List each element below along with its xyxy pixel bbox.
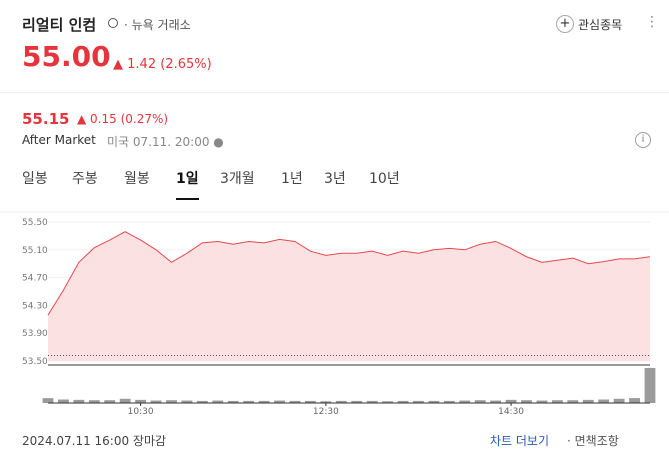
volume-bar: [335, 400, 347, 403]
disclaimer-link[interactable]: · 면책조항: [567, 434, 619, 448]
tabs: 일봉 주봉 월봉 1일 3개월 1년 3년 10년: [0, 166, 669, 202]
volume-bar: [459, 400, 471, 403]
volume-bar: [505, 399, 517, 403]
y-tick-label: 54.70: [22, 274, 48, 284]
tab[interactable]: 10년: [369, 171, 400, 187]
volume-bar: [443, 400, 455, 403]
volume-bar: [181, 400, 193, 403]
tab[interactable]: 주봉: [72, 171, 98, 187]
y-tick-label: 53.50: [22, 357, 48, 367]
volume-bar: [274, 400, 285, 403]
after-change: ▲ 0.15 (0.27%): [77, 112, 169, 126]
volume-bar: [196, 400, 208, 403]
after-change-value: 0.15: [90, 112, 117, 126]
info-icon[interactable]: i: [635, 132, 651, 148]
volume-bar: [567, 400, 579, 403]
volume-bar: [644, 368, 656, 403]
change-pct: (2.65%): [160, 57, 212, 72]
volume-bar: [243, 400, 255, 403]
market: · 뉴욕 거래소: [124, 18, 191, 32]
volume-bar: [598, 399, 610, 403]
volume-bar: [397, 400, 409, 403]
more-menu[interactable]: ⋮: [645, 14, 659, 30]
volume-bar: [212, 400, 224, 403]
volume-bar: [305, 400, 316, 403]
after-time: 미국 07.11. 20:00 ●: [107, 135, 224, 149]
tab[interactable]: 월봉: [124, 171, 150, 187]
x-tick-label: 10:30: [128, 407, 154, 417]
tab[interactable]: 1년: [281, 171, 303, 187]
volume-bar: [490, 400, 502, 403]
volume-bar: [166, 400, 177, 403]
volume-bar: [227, 400, 239, 403]
volume-bar: [413, 400, 424, 403]
volume-bar: [289, 400, 301, 403]
divider: [0, 92, 669, 93]
volume-bar: [428, 400, 440, 403]
volume-bar: [320, 401, 332, 403]
after-price: 55.15: [22, 110, 70, 128]
change-value: 1.42: [127, 57, 157, 72]
volume-bar: [88, 400, 100, 403]
x-tick-label: 12:30: [313, 407, 339, 417]
volume-bar: [119, 398, 131, 403]
volume-bar: [58, 399, 69, 403]
market-status: 2024.07.11 16:00 장마감: [22, 434, 167, 448]
volume-bar: [42, 398, 54, 403]
y-tick-label: 54.30: [22, 301, 48, 311]
y-tick-label: 53.90: [22, 329, 48, 339]
price: 55.00: [22, 40, 111, 73]
volume-bar: [551, 400, 563, 403]
price-line: [47, 231, 651, 316]
change: ▲ 1.42 (2.65%): [113, 57, 212, 72]
disclaimer-text: 면책조항: [574, 434, 619, 448]
tab[interactable]: 1일: [176, 168, 199, 200]
y-tick-label: 55.50: [22, 218, 48, 228]
tab[interactable]: 일봉: [22, 171, 48, 187]
more-chart-link[interactable]: 차트 더보기: [490, 434, 550, 448]
volume-bar: [613, 398, 625, 403]
volume-bar: [382, 401, 393, 403]
after-change-pct: (0.27%): [120, 112, 169, 126]
volume-bar: [474, 400, 486, 403]
tab[interactable]: 3년: [324, 171, 346, 187]
status-icon: [108, 18, 118, 28]
volume-bar: [366, 400, 378, 403]
volume-bar: [521, 400, 532, 403]
volume-bar: [629, 398, 640, 403]
volume-bar: [135, 399, 147, 403]
volume-bar: [73, 399, 85, 403]
market-name: 뉴욕 거래소: [131, 18, 191, 32]
after-time-text: 미국 07.11. 20:00: [107, 135, 210, 149]
volume-bar: [258, 400, 270, 403]
area: [48, 231, 650, 361]
plus-icon: +: [556, 15, 574, 33]
stock-name: 리얼티 인컴: [22, 16, 97, 34]
after-label: After Market: [22, 133, 96, 147]
volume-bar: [582, 399, 594, 403]
x-tick-label: 14:30: [498, 407, 524, 417]
volume-bar: [150, 400, 162, 403]
watch-label: 관심종목: [578, 17, 623, 32]
volume-bar: [536, 400, 548, 403]
watch-button[interactable]: + 관심종목: [556, 15, 622, 33]
tab[interactable]: 3개월: [220, 171, 255, 187]
y-tick-label: 55.10: [22, 246, 48, 256]
volume-bar: [351, 400, 363, 403]
volume-bar: [104, 400, 116, 403]
